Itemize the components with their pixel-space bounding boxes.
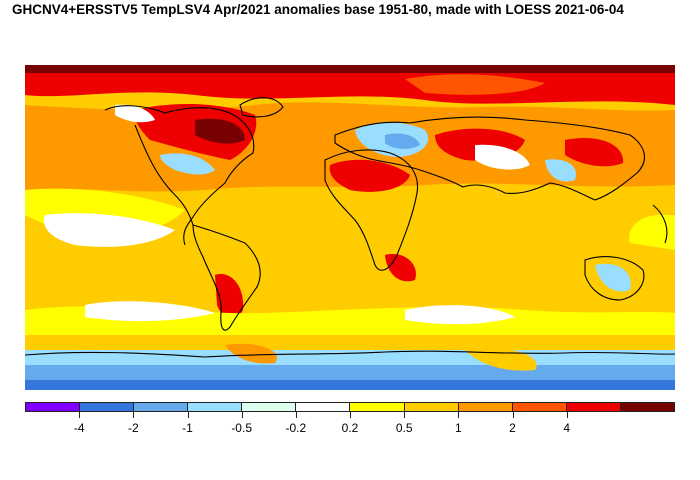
legend-swatch [620, 403, 674, 411]
central-asia-white-region [475, 144, 530, 170]
antarctic-deep-band [25, 380, 675, 390]
legend-swatch [404, 403, 459, 411]
antarctica-coast [25, 350, 675, 358]
legend-ticks [25, 412, 675, 420]
color-legend [25, 402, 675, 412]
south-indian-white-region [405, 305, 515, 325]
europe-darkblue-region [385, 133, 420, 149]
west-pacific-islands-coast [652, 204, 668, 244]
legend-swatch [80, 403, 135, 411]
usa-blue-region [160, 153, 215, 175]
africa-coast [324, 149, 419, 271]
legend-swatch [512, 403, 567, 411]
map-title: GHCNV4+ERSSTV5 TempLSV4 Apr/2021 anomali… [12, 2, 624, 17]
legend-swatch [350, 403, 405, 411]
south-america-coast [192, 224, 261, 331]
north-america-west-coast [134, 124, 194, 226]
legend-label: -2 [127, 421, 139, 435]
legend-label: 0.2 [341, 421, 359, 435]
legend-tick [133, 412, 135, 418]
australia-blue-region [595, 263, 631, 292]
canada-darkred-region [195, 118, 245, 144]
legend-swatch [242, 403, 297, 411]
siberia-orange-region [405, 74, 545, 95]
north-america-coast [104, 105, 255, 246]
eurasia-coast [334, 116, 646, 201]
arctic-band [25, 65, 675, 75]
legend-swatch [296, 403, 351, 411]
legend-label: 1 [454, 421, 462, 435]
east-pacific-white-region [44, 213, 176, 247]
alaska-white-region [115, 104, 155, 123]
legend-labels: -4 -2 -1 -0.5 -0.2 0.2 0.5 1 2 4 [25, 421, 675, 437]
legend-label: -0.2 [285, 421, 307, 435]
antarctic-peninsula-warm-region [225, 343, 277, 364]
coastlines [25, 97, 675, 358]
legend-swatch [566, 403, 621, 411]
legend-label: 4 [563, 421, 570, 435]
legend-swatch [134, 403, 189, 411]
legend-tick [404, 412, 406, 418]
legend-swatch [26, 403, 81, 411]
legend-tick [458, 412, 460, 418]
legend-tick [566, 412, 568, 418]
east-asia-red-region [565, 137, 624, 167]
legend-label: 2 [509, 421, 516, 435]
south-pacific-white-region [85, 301, 215, 322]
legend-swatch [188, 403, 243, 411]
china-blue-region [545, 159, 576, 182]
legend-tick [350, 412, 351, 418]
legend-label: -0.5 [231, 421, 252, 435]
legend-tick [187, 412, 189, 418]
australia-coast [584, 256, 645, 301]
legend-tick [295, 412, 297, 418]
legend-tick [512, 412, 514, 418]
legend-label: 0.5 [395, 421, 413, 435]
legend-swatch [458, 403, 513, 411]
legend-tick [79, 412, 81, 418]
greenland-coast [239, 97, 284, 118]
legend-tick [241, 412, 243, 418]
south-america-red-region [215, 274, 244, 320]
legend-label: -4 [73, 421, 85, 435]
sahara-red-region [329, 159, 410, 192]
southern-africa-red-region [385, 254, 416, 282]
west-pacific-yellow-region [629, 214, 675, 250]
anomaly-map [25, 65, 675, 390]
legend-label: -1 [182, 421, 193, 435]
